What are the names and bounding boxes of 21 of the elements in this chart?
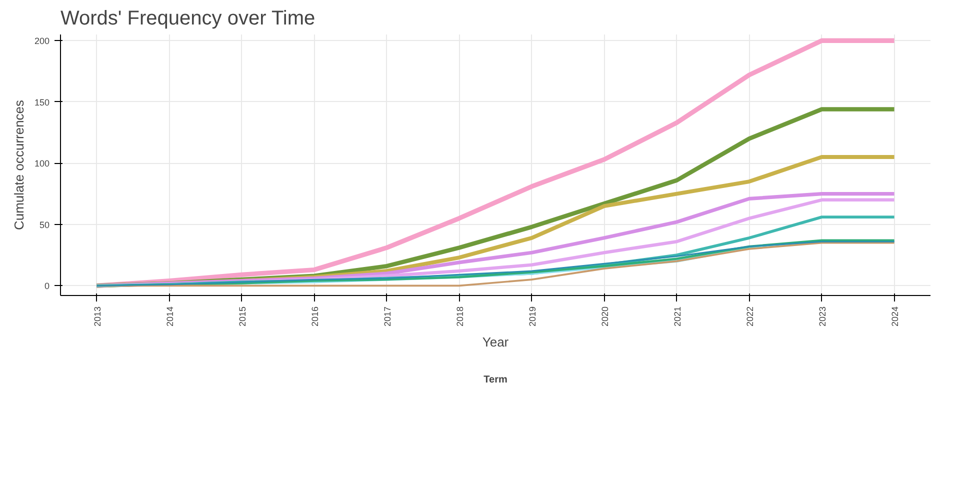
x-tick-label: 2015 [237, 306, 248, 327]
x-tick-label: 2014 [164, 306, 175, 327]
y-tick-label: 200 [34, 36, 50, 46]
y-tick-label: 100 [34, 158, 50, 169]
x-tick-label: 2022 [744, 306, 755, 327]
x-tick-label: 2016 [310, 306, 320, 327]
legend-title: Term [484, 374, 508, 386]
x-tick-label: 2017 [382, 306, 392, 327]
x-tick-label: 2023 [817, 306, 828, 327]
x-tick-label: 2018 [454, 306, 465, 327]
y-axis-title: Cumulate occurrences [11, 99, 26, 230]
y-tick-label: 50 [39, 220, 50, 230]
y-tick-label: 150 [34, 97, 50, 108]
chart-title: Words' Frequency over Time [60, 8, 316, 30]
x-tick-label: 2021 [672, 306, 682, 327]
x-axis-title: Year [482, 334, 510, 350]
x-tick-label: 2019 [527, 306, 538, 327]
x-tick-label: 2013 [92, 306, 102, 327]
x-tick-label: 2024 [890, 306, 900, 327]
y-tick-label: 0 [44, 281, 50, 292]
x-tick-label: 2020 [600, 306, 610, 327]
